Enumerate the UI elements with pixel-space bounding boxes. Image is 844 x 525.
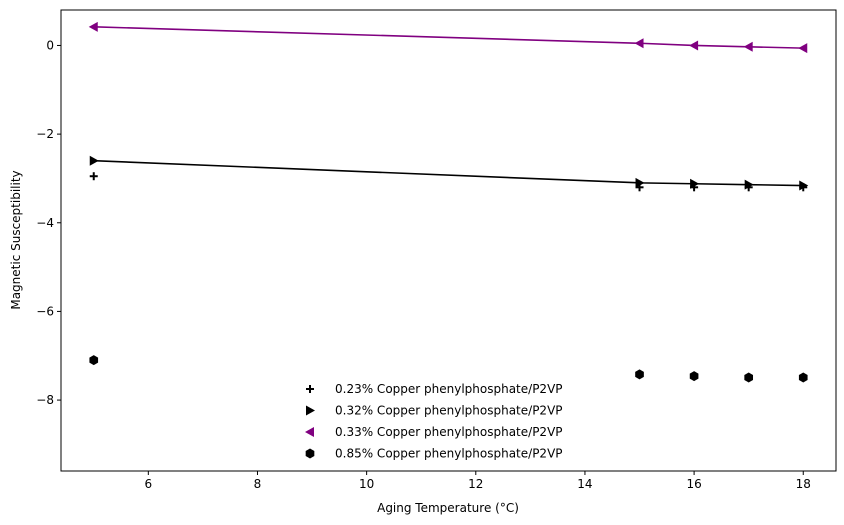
data-point [690,178,700,189]
plot-frame [60,9,837,472]
x-tick-label: 18 [796,477,811,491]
legend-item: 0.32% Copper phenylphosphate/P2VP [306,404,563,418]
x-tick-label: 12 [468,477,483,491]
legend-item: 0.33% Copper phenylphosphate/P2VP [305,425,563,439]
plot-area [61,10,836,471]
legend-label: 0.32% Copper phenylphosphate/P2VP [335,404,563,418]
data-point [798,372,808,383]
x-tick-label: 16 [686,477,701,491]
data-point [799,180,809,191]
legend-label: 0.23% Copper phenylphosphate/P2VP [335,382,563,396]
data-point [689,371,699,382]
y-axis: 0 −2 −4 −6 −8 [36,38,61,407]
data-point [635,177,645,188]
data-point [798,43,808,54]
legend-marker [306,385,314,393]
y-tick-label: 0 [46,38,54,52]
y-axis-label: Magnetic Susceptibility [9,170,23,309]
x-axis-label: Aging Temperature (°C) [377,501,519,515]
x-tick-label: 8 [254,477,262,491]
data-point [88,21,98,32]
x-axis: 6 8 10 12 14 16 18 [145,471,811,491]
data-point [743,41,753,52]
legend: 0.23% Copper phenylphosphate/P2VP 0.32% C… [305,382,563,461]
legend-item: 0.85% Copper phenylphosphate/P2VP [305,447,563,461]
legend-label: 0.33% Copper phenylphosphate/P2VP [335,425,563,439]
data-point [89,155,99,166]
x-tick-label: 10 [359,477,374,491]
series-4 [89,355,808,383]
data-point [744,372,754,383]
series-3 [88,21,808,54]
y-tick-label: −4 [36,216,54,230]
legend-label: 0.85% Copper phenylphosphate/P2VP [335,447,563,461]
legend-marker [305,448,315,459]
y-tick-label: −8 [36,393,54,407]
legend-marker [306,405,315,416]
data-point [89,355,99,366]
x-tick-label: 6 [145,477,153,491]
data-point [744,179,754,190]
legend-item: 0.23% Copper phenylphosphate/P2VP [306,382,563,396]
legend-marker [305,427,314,437]
y-tick-label: −6 [36,304,54,318]
data-point [89,172,98,181]
data-point [635,369,644,380]
series-layer [88,21,809,383]
x-tick-label: 14 [577,477,592,491]
data-point [634,38,644,49]
y-tick-label: −2 [36,127,54,141]
series-2 [89,155,809,191]
data-point [689,40,699,51]
